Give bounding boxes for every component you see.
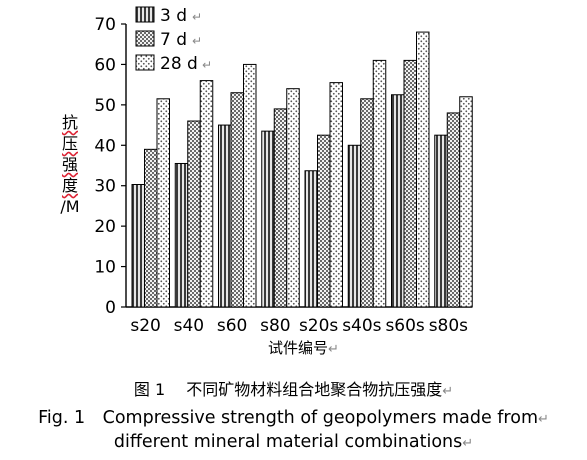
x-tick-label: s40s (342, 316, 381, 336)
bar-28d-s60s (416, 31, 430, 308)
bar-3d-s20s (304, 170, 318, 308)
bar-7d-s80s (446, 112, 461, 308)
bar-7d-s60 (230, 92, 244, 308)
legend-swatch-7d (135, 30, 155, 47)
figure-caption-english-line2: different mineral material combinations↵ (113, 432, 474, 452)
bar-3d-s80 (261, 130, 275, 308)
x-tick-label: s20 (130, 316, 161, 336)
bar-28d-s60 (243, 63, 257, 308)
bar-3d-s60s (391, 94, 405, 308)
y-tick-label: 70 (94, 15, 116, 35)
bar-28d-s20 (156, 98, 170, 308)
figure-caption-chinese: 图 1 不同矿物材料组合地聚合物抗压强度↵ (133, 380, 454, 399)
x-tick-label: s80 (260, 316, 291, 336)
bar-28d-s40s (372, 59, 387, 308)
legend-label: 7 d (160, 30, 187, 50)
y-tick-label: 20 (94, 217, 116, 237)
bar-28d-s80s (459, 96, 473, 308)
y-tick-label: 0 (105, 298, 116, 318)
y-tick-label: 50 (94, 96, 116, 116)
x-tick-label: s60 (217, 316, 248, 336)
y-tick-label: 60 (94, 55, 116, 75)
bar-7d-s20 (144, 148, 158, 308)
bar-28d-s20s (329, 82, 343, 308)
legend-label: 3 d (160, 6, 187, 26)
bar-7d-s80 (273, 108, 288, 308)
figure-caption-english-line1: Fig. 1 Compressive strength of geopolyme… (38, 408, 549, 428)
bar-3d-s40s (347, 144, 362, 308)
y-tick-label: 30 (94, 177, 116, 197)
x-tick-label: s40 (174, 316, 205, 336)
x-tick-label: s60s (385, 316, 424, 336)
bar-7d-s60s (403, 59, 417, 308)
return-mark: ↵ (192, 34, 202, 48)
return-mark: ↵ (192, 10, 202, 24)
bar-chart: 0 10 20 30 40 50 60 70 s20 s40 s60 s80 s20s s40s s60s s… (94, 6, 473, 336)
bar-3d-s80s (434, 134, 448, 308)
bar-7d-s40s (360, 98, 374, 308)
bar-28d-s80 (286, 88, 300, 308)
legend-label: 28 d (160, 54, 198, 74)
bar-3d-s40 (174, 162, 189, 308)
y-tick-label: 10 (94, 258, 116, 278)
bar-3d-s20 (131, 184, 145, 308)
y-axis-label: 抗 压 强 度 /M (60, 113, 80, 216)
bar-28d-s40 (199, 80, 214, 308)
bar-7d-s20s (317, 134, 331, 308)
legend-swatch-28d (135, 54, 155, 71)
x-tick-label: s20s (299, 316, 338, 336)
x-axis-label: 试件编号↵ (268, 339, 339, 357)
legend-swatch-3d (135, 6, 155, 23)
bar-3d-s60 (218, 124, 232, 308)
x-tick-label: s80s (429, 316, 468, 336)
y-tick-label: 40 (94, 136, 116, 156)
bar-7d-s40 (187, 120, 201, 308)
return-mark: ↵ (202, 58, 212, 72)
